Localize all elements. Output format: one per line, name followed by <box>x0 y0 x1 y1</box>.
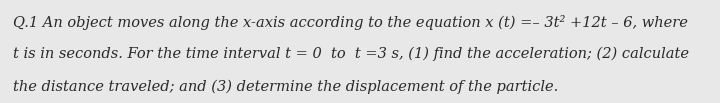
Text: t is in seconds. For the time interval t = 0  to  t =3 s, (1) find the accelerat: t is in seconds. For the time interval t… <box>13 46 689 61</box>
Text: Q.1 An object moves along the x-axis according to the equation x (t) =– 3t² +12t: Q.1 An object moves along the x-axis acc… <box>13 15 688 30</box>
Text: the distance traveled; and (3) determine the displacement of the particle.: the distance traveled; and (3) determine… <box>13 79 558 94</box>
